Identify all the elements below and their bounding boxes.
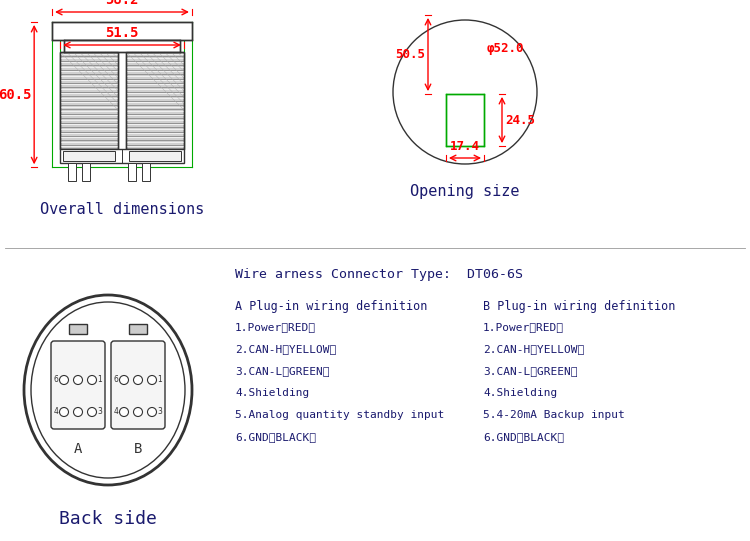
Circle shape [148,407,157,417]
Circle shape [59,407,68,417]
Bar [53,22,192,40]
Text: 58.2: 58.2 [105,0,139,7]
Text: 5.4-20mA Backup input: 5.4-20mA Backup input [483,410,625,420]
Text: 60.5: 60.5 [0,88,32,102]
FancyBboxPatch shape [111,341,165,429]
Circle shape [119,407,128,417]
Circle shape [88,375,97,385]
Text: 51.5: 51.5 [105,26,139,40]
Bar [82,163,90,181]
Text: 1: 1 [98,375,102,385]
Text: 4.Shielding: 4.Shielding [483,388,557,398]
Circle shape [59,375,68,385]
FancyBboxPatch shape [51,341,105,429]
Bar [129,151,181,161]
Circle shape [134,375,142,385]
Text: 4.Shielding: 4.Shielding [235,388,309,398]
Text: 17.4: 17.4 [450,140,480,153]
Bar [446,94,484,146]
Text: B: B [134,442,142,456]
Circle shape [88,407,97,417]
Bar [142,163,150,181]
Text: Wire arness Connector Type:  DT06-6S: Wire arness Connector Type: DT06-6S [235,268,523,281]
Bar [64,40,180,52]
Bar [126,52,184,149]
Text: 4: 4 [54,407,58,417]
Text: B Plug-in wiring definition: B Plug-in wiring definition [483,300,675,313]
Text: 50.5: 50.5 [395,48,425,61]
Bar [68,163,76,181]
Text: 3.CAN-L（GREEN）: 3.CAN-L（GREEN） [483,366,578,376]
Text: 1.Power（RED）: 1.Power（RED） [235,322,316,332]
Circle shape [393,20,537,164]
Text: A: A [74,442,82,456]
Text: A Plug-in wiring definition: A Plug-in wiring definition [235,300,428,313]
Bar [60,52,118,149]
Text: Overall dimensions: Overall dimensions [40,202,204,217]
Ellipse shape [24,295,192,485]
Text: 1.Power（RED）: 1.Power（RED） [483,322,564,332]
Ellipse shape [31,302,185,478]
Bar [60,52,118,149]
Text: 1: 1 [158,375,162,385]
Text: Opening size: Opening size [410,184,520,199]
Text: 5.Analog quantity standby input: 5.Analog quantity standby input [235,410,444,420]
Text: 2.CAN-H（YELLOW）: 2.CAN-H（YELLOW） [235,344,336,354]
Text: 6: 6 [54,375,58,385]
Text: 6.GND（BLACK）: 6.GND（BLACK） [483,432,564,442]
Bar [63,151,115,161]
Circle shape [134,407,142,417]
Circle shape [74,407,82,417]
Bar [60,149,184,163]
Text: 6.GND（BLACK）: 6.GND（BLACK） [235,432,316,442]
Circle shape [148,375,157,385]
Text: 3.CAN-L（GREEN）: 3.CAN-L（GREEN） [235,366,329,376]
Text: φ52.0: φ52.0 [487,42,524,55]
Text: 6: 6 [114,375,118,385]
Circle shape [119,375,128,385]
Text: 2.CAN-H（YELLOW）: 2.CAN-H（YELLOW） [483,344,584,354]
Text: 3: 3 [98,407,102,417]
Text: 24.5: 24.5 [505,114,535,127]
Text: Back side: Back side [59,510,157,528]
Bar [128,163,136,181]
Circle shape [74,375,82,385]
Text: 4: 4 [114,407,118,417]
Bar [69,324,87,334]
Bar [129,324,147,334]
Text: 3: 3 [158,407,162,417]
Bar [126,52,184,149]
